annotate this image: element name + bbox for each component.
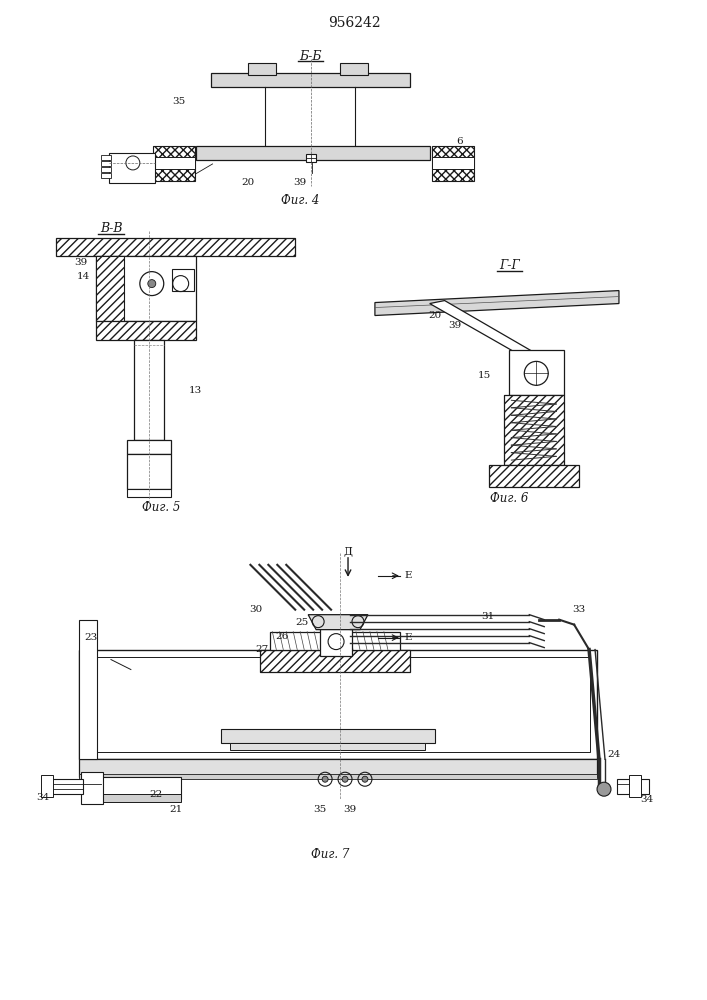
Text: 27: 27 [256,645,269,654]
Circle shape [322,776,328,782]
Bar [617,779,649,794]
Text: 14: 14 [76,272,90,281]
Bar [230,743,425,750]
Text: 34: 34 [641,795,653,804]
Bar [127,454,170,489]
Text: 24: 24 [607,750,621,759]
Bar [56,238,296,256]
Bar [134,340,164,440]
Text: 35: 35 [313,805,327,814]
Bar [432,146,474,181]
Bar [101,794,181,802]
Polygon shape [430,301,539,360]
Bar [51,779,83,794]
Circle shape [148,280,156,288]
Bar [629,775,641,797]
Bar [41,775,53,797]
Bar [101,155,111,160]
Polygon shape [375,291,619,316]
Bar [101,173,111,178]
Circle shape [342,776,348,782]
Bar [196,146,430,160]
Bar [340,63,368,75]
Bar [96,256,124,320]
Bar [96,320,196,340]
Text: Фиг. 4: Фиг. 4 [281,194,320,207]
Bar [504,395,564,465]
Bar [86,657,590,752]
Bar [153,146,194,181]
Text: 23: 23 [84,633,98,642]
Text: 31: 31 [481,612,494,621]
Bar [489,465,579,487]
Polygon shape [308,615,368,630]
Text: 39: 39 [74,258,88,267]
Text: Д: Д [344,546,353,556]
Text: 35: 35 [172,97,185,106]
Text: 20: 20 [242,178,255,187]
Text: 33: 33 [573,605,585,614]
Bar [306,154,316,162]
Bar [509,350,564,395]
Text: 15: 15 [478,371,491,380]
Text: Фиг. 7: Фиг. 7 [311,848,349,861]
Bar [270,632,400,650]
Text: 25: 25 [296,618,309,627]
Circle shape [597,782,611,796]
Bar [172,269,194,291]
Text: 22: 22 [149,790,163,799]
Bar [211,73,410,87]
Bar [248,63,276,75]
Text: 34: 34 [37,793,50,802]
Bar [504,395,564,465]
Bar [127,489,170,497]
Circle shape [362,776,368,782]
Text: Г-Г: Г-Г [499,259,520,272]
Text: 21: 21 [169,805,182,814]
Bar [81,772,103,804]
Text: Б-Б: Б-Б [299,50,322,63]
Bar [221,729,435,743]
Bar [101,161,111,166]
Bar [79,774,597,779]
Text: Е: Е [404,633,411,642]
Text: В-В: В-В [100,222,122,235]
Text: 13: 13 [189,386,202,395]
Text: Фиг. 5: Фиг. 5 [141,501,180,514]
Text: Фиг. 6: Фиг. 6 [490,492,529,505]
Text: 39: 39 [344,805,356,814]
Bar [127,440,170,454]
Text: 20: 20 [428,311,441,320]
Bar [79,620,97,759]
Bar [432,157,474,169]
Bar [96,256,196,320]
Bar [101,167,111,172]
Text: 26: 26 [276,632,289,641]
Bar [109,153,155,183]
Bar [153,157,194,169]
Text: 39: 39 [293,178,307,187]
Text: 30: 30 [249,605,262,614]
Text: 39: 39 [448,321,461,330]
Text: 6: 6 [456,136,463,145]
Bar [79,759,597,777]
Text: Е: Е [404,571,411,580]
Bar [101,777,181,799]
Text: 956242: 956242 [327,16,380,30]
Bar [320,628,352,656]
Bar [79,650,597,759]
Bar [260,650,410,672]
